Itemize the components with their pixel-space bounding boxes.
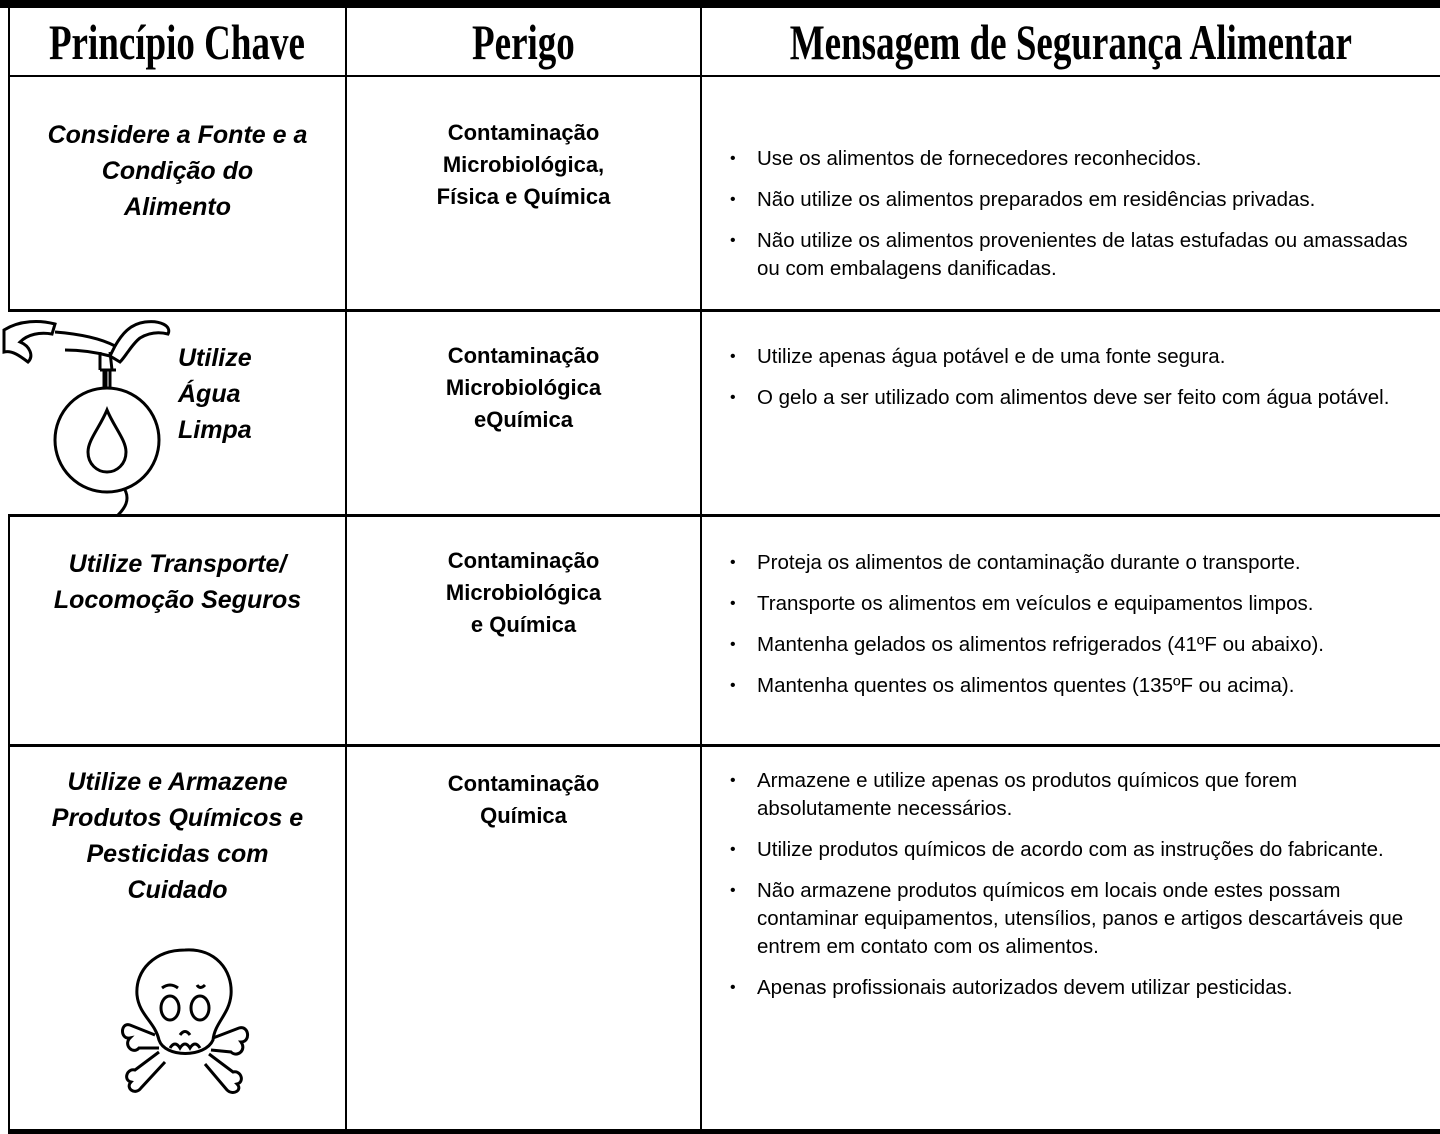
text-line: Microbiológica, <box>442 152 605 177</box>
row-border <box>8 744 1440 747</box>
hazard: Contaminação Microbiológica e Química <box>346 545 701 641</box>
top-border <box>0 0 1440 8</box>
row-border <box>8 514 1440 517</box>
text-line: Considere a Fonte e a <box>47 121 308 149</box>
text-line: Contaminação <box>447 120 600 145</box>
hazard: Contaminação Microbiológica, Física e Quím… <box>346 117 701 213</box>
text-line: Condição do <box>101 157 254 185</box>
text-line: Contaminação <box>447 343 600 368</box>
header-text: Mensagem de Segurança Alimentar <box>789 14 1353 70</box>
text-line: Química <box>480 803 567 828</box>
text-line: Locomoção Seguros <box>53 586 302 614</box>
text-line: Limpa <box>178 416 252 444</box>
faucet-icon <box>2 320 171 517</box>
message-item: Mantenha gelados os alimentos refrigerad… <box>728 631 1408 659</box>
text-line: Contaminação <box>447 771 600 796</box>
text-line: e Química <box>470 612 577 637</box>
message-item: Apenas profissionais autorizados devem u… <box>728 974 1408 1002</box>
message-item: Proteja os alimentos de contaminação dur… <box>728 549 1408 577</box>
message-item: Transporte os alimentos em veículos e eq… <box>728 590 1408 618</box>
message-item: O gelo a ser utilizado com alimentos dev… <box>728 384 1408 412</box>
hazard: Contaminação Química <box>346 768 701 832</box>
text-line: Água <box>178 380 241 408</box>
message-item: Não armazene produtos químicos em locais… <box>728 877 1408 961</box>
message-item: Mantenha quentes os alimentos quentes (1… <box>728 672 1408 700</box>
message-item: Armazene e utilize apenas os produtos qu… <box>728 767 1408 823</box>
column-border <box>700 8 702 1130</box>
principle: Utilize Transporte/Locomoção Seguros <box>10 546 345 618</box>
column-header: Princípio Chave <box>8 8 345 76</box>
message-item: Utilize apenas água potável e de uma fon… <box>728 343 1408 371</box>
message-item: Use os alimentos de fornecedores reconhe… <box>728 145 1408 173</box>
text-line: Microbiológica <box>445 375 602 400</box>
column-border <box>345 8 347 1130</box>
principle: Utilize e Armazene Produtos Químicos e Pes… <box>10 764 345 908</box>
column-header: Perigo <box>347 8 700 76</box>
message-list: Proteja os alimentos de contaminação dur… <box>728 549 1408 713</box>
principle: Considere a Fonte e a Condição do Alimento <box>10 117 345 225</box>
skull-icon <box>121 948 249 1094</box>
bottom-border <box>8 1129 1440 1134</box>
message-item: Não utilize os alimentos provenientes de… <box>728 227 1408 283</box>
left-border <box>8 517 10 1131</box>
text-line: eQuímica <box>473 407 574 432</box>
row-border <box>8 75 1440 77</box>
text-line: Contaminação <box>447 548 600 573</box>
text-line: Cuidado <box>127 876 228 904</box>
text-line: Alimento <box>124 193 231 221</box>
text-line: Utilize <box>178 344 252 372</box>
row-border <box>8 309 1440 312</box>
message-list: Use os alimentos de fornecedores reconhe… <box>728 145 1408 296</box>
hazard: Contaminação Microbiológica eQuímica <box>346 340 701 436</box>
principle: Utilize Água Limpa <box>178 340 338 448</box>
text-line: Microbiológica <box>445 580 602 605</box>
message-list: Armazene e utilize apenas os produtos qu… <box>728 767 1408 1015</box>
header-text: Princípio Chave <box>48 14 305 70</box>
message-item: Não utilize os alimentos preparados em r… <box>728 186 1408 214</box>
left-border <box>8 8 10 310</box>
text-line: Utilize e Armazene <box>67 768 288 796</box>
message-list: Utilize apenas água potável e de uma fon… <box>728 343 1408 425</box>
column-header: Mensagem de Segurança Alimentar <box>702 8 1440 76</box>
message-item: Utilize produtos químicos de acordo com … <box>728 836 1408 864</box>
text-line: Física e Química <box>436 184 611 209</box>
header-text: Perigo <box>472 14 575 70</box>
text-line: Produtos Químicos e <box>51 804 304 832</box>
text-line: Pesticidas com <box>86 840 269 868</box>
text-line: Utilize Transporte/ <box>68 550 287 578</box>
